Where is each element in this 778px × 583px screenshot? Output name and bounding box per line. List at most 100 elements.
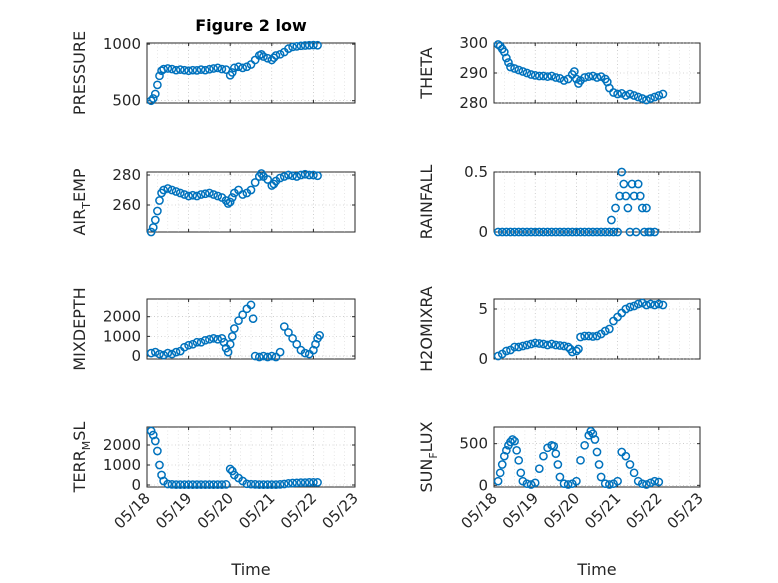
data-point	[506, 227, 515, 237]
y-tick-label: 280	[112, 166, 141, 184]
data-point	[184, 66, 193, 76]
data-point	[163, 348, 173, 358]
data-point	[572, 74, 581, 84]
x-axis-label: Time	[230, 560, 270, 579]
data-point	[250, 351, 260, 361]
data-point	[205, 480, 214, 489]
data-point	[497, 460, 507, 469]
data-point	[547, 227, 557, 237]
data-point	[196, 65, 206, 74]
y-tick-label: 260	[112, 196, 141, 214]
data-point	[600, 326, 610, 336]
data-point	[259, 52, 268, 61]
data-point	[175, 480, 185, 489]
chart-title: Figure 2 low	[195, 16, 307, 35]
y-axis-label-main: TERR	[70, 450, 89, 493]
data-point	[155, 196, 164, 205]
data-point	[153, 206, 162, 216]
data-point	[275, 173, 285, 183]
x-tick-label: 05/21	[581, 489, 624, 532]
data-point	[605, 324, 614, 334]
y-tick-label: 0	[478, 350, 488, 368]
data-point	[522, 227, 532, 237]
data-point	[625, 227, 635, 237]
data-point	[150, 347, 160, 357]
y-axis-label: SUNFLUX	[417, 421, 440, 492]
data-point	[495, 468, 505, 478]
data-point	[588, 227, 598, 237]
panel-rainfall: 0 0.5 RAINFALL	[417, 163, 701, 241]
data-point	[658, 300, 668, 310]
data-point	[163, 64, 173, 73]
data-point	[580, 331, 589, 341]
data-point	[493, 351, 503, 361]
data-point	[200, 65, 210, 75]
data-point	[637, 203, 647, 213]
data-point	[580, 440, 589, 450]
data-point	[292, 172, 302, 181]
data-point	[171, 347, 181, 357]
data-point	[309, 170, 318, 180]
data-point	[250, 178, 260, 187]
data-point	[530, 338, 540, 348]
data-point	[192, 337, 202, 347]
data-point	[559, 479, 569, 489]
data-point	[534, 464, 544, 474]
data-point	[572, 476, 581, 486]
data-point	[572, 346, 581, 356]
data-point	[188, 480, 198, 489]
data-point	[296, 170, 306, 180]
data-point	[584, 430, 594, 440]
data-point	[609, 227, 618, 237]
data-point	[225, 464, 235, 474]
data-point	[526, 480, 536, 489]
y-axis-label-rest: SL	[70, 422, 89, 441]
data-point	[284, 328, 293, 337]
y-axis-label-main: SUN	[417, 459, 436, 493]
data-point	[576, 227, 585, 237]
data-point	[621, 191, 631, 201]
data-point	[150, 215, 160, 225]
data-point	[559, 227, 569, 237]
y-axis-label: PRESSURE	[70, 31, 89, 115]
x-tick-label: 05/22	[622, 489, 665, 532]
data-point	[288, 478, 297, 488]
x-tick-label: 05/19	[499, 489, 542, 532]
data-point	[167, 480, 177, 489]
data-point	[600, 227, 610, 237]
y-tick-label: 1000	[103, 327, 141, 345]
data-point	[309, 478, 318, 487]
data-point	[646, 94, 655, 103]
data-point	[254, 352, 264, 362]
data-point	[580, 227, 589, 237]
data-point	[227, 68, 237, 77]
data-point	[613, 89, 622, 99]
data-point	[514, 342, 524, 352]
x-tick-label: 05/22	[277, 489, 320, 532]
data-point	[534, 339, 544, 348]
data-point	[150, 89, 160, 99]
data-point	[300, 348, 310, 358]
data-point	[167, 349, 177, 359]
data-point	[584, 227, 594, 237]
x-tick-label: 05/20	[540, 489, 583, 532]
data-point	[196, 480, 206, 489]
data-point	[263, 175, 272, 184]
data-point	[642, 480, 651, 489]
data-point	[217, 64, 227, 74]
data-point	[543, 227, 552, 237]
data-point	[510, 436, 519, 446]
series-markers	[493, 298, 668, 361]
data-point	[209, 333, 218, 343]
y-tick-label: 5	[478, 300, 488, 318]
series-markers	[146, 40, 322, 106]
data-point	[518, 227, 528, 237]
data-point	[159, 185, 168, 195]
data-point	[146, 96, 156, 106]
data-point	[547, 71, 557, 81]
data-point	[551, 340, 561, 350]
data-point	[504, 58, 513, 67]
y-axis-label-main: AIR	[70, 209, 89, 236]
data-point	[650, 92, 660, 102]
data-point	[637, 479, 647, 489]
